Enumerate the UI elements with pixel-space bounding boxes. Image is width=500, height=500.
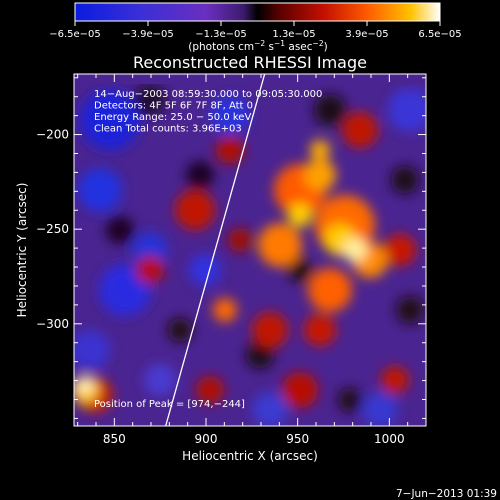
x-tick-label: 1000 (374, 432, 405, 446)
heatmap-blob (342, 112, 378, 148)
info-line: Clean Total counts: 3.96E+03 (94, 124, 242, 135)
timestamp: 7−Jun−2013 01:39 (396, 488, 497, 500)
heatmap-blob (288, 203, 312, 227)
plot-frame (73, 73, 427, 427)
colorbar-tick-label: 6.5e−05 (418, 29, 461, 40)
heatmap-blob (381, 366, 409, 394)
heatmap-blob (77, 377, 93, 393)
info-line: 14−Aug−2003 08:59:30.000 to 09:05:30.000 (94, 89, 322, 100)
solar-limb-line (165, 74, 266, 426)
colorbar-tick-label: 1.3e−05 (272, 29, 315, 40)
heatmap-blob (78, 168, 122, 212)
y-tick-label: −250 (36, 222, 69, 236)
observation-info: 14−Aug−2003 08:59:30.000 to 09:05:30.000… (94, 89, 322, 135)
heatmap-blob (343, 238, 367, 262)
heatmap-blob (168, 318, 192, 342)
x-axis-label: Heliocentric X (arcsec) (182, 449, 318, 463)
y-tick-label: −200 (36, 128, 69, 142)
heatmap-blob (308, 268, 352, 312)
y-axis-label: Heliocentric Y (arcsec) (15, 183, 29, 318)
x-tick-label: 900 (195, 432, 218, 446)
info-line: Detectors: 4F 5F 6F 7F 8F, Att 0 (94, 101, 253, 112)
heatmap-blob (228, 228, 252, 252)
colorbar-gradient (74, 2, 441, 22)
heatmap-blob (338, 388, 362, 412)
heatmap-blob (246, 341, 274, 369)
heatmap-blob (196, 376, 224, 404)
chart-title: Reconstructed RHESSI Image (133, 53, 367, 72)
colorbar-ticks: −6.5e−05 −3.9e−05 −1.3e−05 1.3e−05 3.9e−05 6.… (49, 21, 462, 40)
heatmap-blob (74, 330, 110, 370)
heatmap-blob (362, 392, 398, 426)
heatmap-blob (391, 166, 419, 194)
colorbar-tick-label: 3.9e−05 (345, 29, 388, 40)
y-tick-label: −300 (36, 317, 69, 331)
colorbar-tick-label: −6.5e−05 (49, 29, 101, 40)
x-tick-label: 950 (286, 432, 309, 446)
heatmap-blob (258, 223, 302, 267)
heatmap-blob (310, 140, 330, 160)
heatmap-blob (186, 161, 214, 189)
colorbar-units: (photons cm−2 s−1 asec−2) (188, 39, 327, 53)
heatmap-blob (388, 88, 426, 132)
heatmap-blob (304, 159, 336, 191)
heatmap-blob (132, 232, 168, 268)
heatmap-blob (106, 216, 134, 244)
heatmap-blob (396, 296, 424, 324)
heatmap-blob (80, 90, 140, 150)
peak-label: Position of Peak = [974,−244] (94, 399, 245, 410)
heatmap-blob (175, 190, 215, 230)
heatmap-blob (213, 298, 237, 322)
heatmap-blob (314, 94, 346, 126)
heatmap-blob (136, 256, 164, 284)
heatmap-blob (216, 136, 244, 164)
colorbar-tick-label: −1.3e−05 (195, 29, 247, 40)
heatmap-blob (282, 372, 318, 408)
heatmap-blob (304, 314, 336, 346)
heatmap-blob (288, 258, 312, 282)
heatmap-blob (189, 254, 221, 286)
colorbar-tick-label: −3.9e−05 (122, 29, 174, 40)
heatmap-blob (252, 392, 288, 426)
x-tick-label: 850 (103, 432, 126, 446)
heatmap-blob (252, 312, 288, 348)
heatmap-blob (210, 95, 250, 135)
heatmap-blob (134, 84, 166, 116)
heatmap-blob (144, 364, 176, 396)
info-line: Energy Range: 25.0 − 50.0 keV (94, 112, 251, 123)
heatmap-image (74, 84, 426, 426)
axis-ticks: 850 900 950 1000 −200 −250 −300 (36, 74, 427, 446)
plot-area: 850 900 950 1000 −200 −250 −300 14−Aug−2003 08… (36, 73, 427, 446)
colorbar: −6.5e−05 −3.9e−05 −1.3e−05 1.3e−05 3.9e−05 6.… (49, 2, 462, 53)
heatmap-blob (384, 234, 416, 266)
